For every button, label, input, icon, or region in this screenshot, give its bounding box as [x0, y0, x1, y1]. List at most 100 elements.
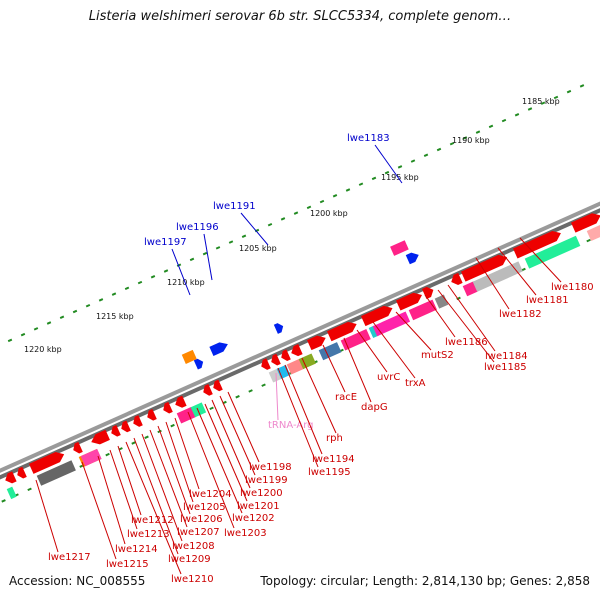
inner-leader-line — [227, 391, 260, 463]
gene-label: lwe1208 — [172, 541, 215, 552]
scale-dot — [436, 147, 442, 152]
outer-gene-5-body — [273, 323, 284, 334]
gene-label: lwe1184 — [485, 351, 528, 362]
gene-track1-22 — [451, 272, 463, 285]
inner-leader-line — [275, 372, 279, 421]
inner-leader-line — [109, 449, 138, 530]
scale-dot — [144, 435, 149, 439]
outer-gene-0-body — [390, 240, 409, 256]
gene-track2-4 — [190, 402, 207, 418]
gene-track1-13 — [261, 358, 271, 370]
inner-leader-line — [343, 337, 372, 403]
scale-dot — [345, 188, 351, 192]
gene-label: lwe1206 — [180, 514, 223, 525]
scale-dot — [235, 395, 240, 399]
gene-track1-0 — [5, 471, 17, 484]
gene-track1-22-body — [451, 272, 463, 285]
inner-leader-line — [81, 461, 117, 560]
gene-track1-3-body — [73, 441, 83, 454]
gene-track1-7 — [133, 415, 143, 427]
gene-track2-2-body — [80, 448, 102, 467]
scale-label: 1215 kbp — [96, 312, 134, 321]
scale-dot — [488, 124, 494, 129]
outer-gene-0 — [390, 240, 409, 256]
gene-label: lwe1212 — [131, 515, 174, 526]
inner-leader-line — [35, 479, 59, 553]
scale-dot — [209, 406, 214, 411]
gene-label: lwe1200 — [240, 488, 283, 499]
scale-dot — [384, 170, 390, 175]
gene-track1-17-body — [307, 335, 326, 351]
outer-gene-4 — [209, 342, 228, 357]
scale-dot — [111, 292, 117, 296]
gene-track2-2 — [80, 448, 102, 467]
genome-summary: Topology: circular; Length: 2,814,130 bp… — [260, 574, 590, 588]
outer-leader-line — [374, 144, 403, 184]
gene-track1-7-body — [133, 415, 143, 427]
scale-dot — [150, 275, 156, 279]
gene-label: lwe1204 — [189, 489, 232, 500]
scale-dot — [72, 309, 78, 314]
scale-dot — [462, 136, 468, 140]
scale-label: 1205 kbp — [239, 244, 277, 253]
scale-label: 1220 kbp — [24, 345, 62, 354]
gene-label: lwe1186 — [445, 337, 488, 348]
gene-track1-25 — [571, 213, 600, 233]
scale-dot — [527, 107, 533, 111]
inner-leader-line — [372, 321, 416, 379]
scale-dot — [566, 89, 572, 94]
scale-dot — [261, 383, 266, 387]
gene-label: lwe1202 — [232, 513, 275, 524]
gene-track2-14 — [434, 294, 449, 309]
gene-label: lwe1203 — [224, 528, 267, 539]
scale-dot — [306, 205, 312, 210]
scale-dot — [579, 84, 585, 88]
gene-label: lwe1217 — [48, 552, 91, 563]
gene-track1-0-body — [5, 471, 17, 484]
gene-label: rph — [326, 433, 343, 444]
inner-leader-line — [133, 437, 179, 555]
gene-track1-4 — [91, 429, 110, 445]
gene-label: lwe1182 — [499, 309, 542, 320]
gene-track2-19-body — [6, 486, 17, 500]
gene-track1-24-body — [513, 230, 561, 259]
inner-leader-line — [165, 421, 194, 503]
gene-track1-21 — [422, 286, 434, 299]
gene-track1-3 — [73, 441, 83, 454]
scale-dot — [332, 194, 338, 198]
inner-leader-line — [141, 433, 183, 542]
gene-label: lwe1215 — [106, 559, 149, 570]
gene-track1-10 — [175, 395, 187, 408]
outer-gene-label: lwe1196 — [176, 222, 219, 233]
scale-label: 1210 kbp — [167, 278, 205, 287]
gene-track1-1 — [17, 466, 27, 479]
inner-leader-line — [437, 289, 495, 363]
outer-gene-label: lwe1191 — [213, 201, 256, 212]
scale-dot — [170, 423, 175, 428]
gene-track2-13-body — [408, 299, 437, 321]
scale-label: 1200 kbp — [310, 209, 348, 218]
gene-track1-5-body — [111, 424, 121, 437]
scale-dot — [189, 257, 195, 262]
scale-dot — [1, 499, 6, 503]
scale-dot — [59, 315, 65, 319]
gene-track1-23 — [461, 254, 508, 282]
gene-track1-25-body — [571, 213, 600, 233]
gene-label: lwe1205 — [183, 502, 226, 513]
gene-track2-10 — [340, 329, 371, 351]
gene-label: lwe1181 — [526, 295, 569, 306]
gene-track2-17-body — [524, 235, 581, 269]
gene-label: lwe1198 — [249, 462, 292, 473]
gene-label: lwe1210 — [171, 574, 214, 585]
scale-dot — [7, 338, 13, 343]
scale-dot — [319, 199, 325, 204]
inner-leader-line — [475, 257, 510, 310]
gene-label: lwe1180 — [551, 282, 594, 293]
accession-label: Accession: NC_008555 — [9, 574, 146, 588]
gene-track1-19-body — [361, 305, 393, 327]
gene-track1-14-body — [271, 353, 281, 366]
scale-dot — [131, 441, 136, 445]
